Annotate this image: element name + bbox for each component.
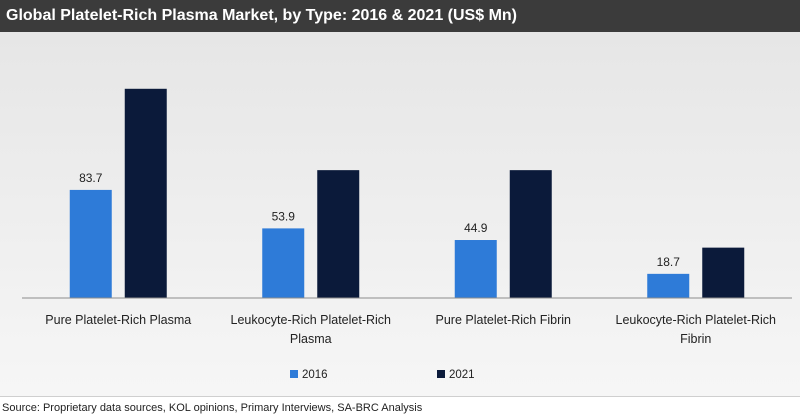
legend-swatch-2021 [437,370,445,378]
data-label-2016-3: 44.9 [464,221,488,235]
data-label-2016-2: 53.9 [272,209,296,223]
data-label-2016-1: 83.7 [79,171,103,185]
bar-2016-1 [69,189,112,298]
bar-2021-2 [317,170,360,298]
bar-2016-2 [262,228,305,298]
bar-2016-3 [454,240,497,298]
category-label-4: Fibrin [680,332,711,346]
legend-label-2016: 2016 [302,369,328,381]
bar-2021-3 [509,170,552,298]
source-note: Source: Proprietary data sources, KOL op… [0,396,800,419]
category-label-3: Pure Platelet-Rich Fibrin [436,313,572,327]
bar-chart: 83.7 Pure Platelet-Rich Plasma 53.9 Leukocy… [22,88,792,381]
data-label-2016-4: 18.7 [657,255,681,269]
bar-2021-1 [124,88,167,298]
bar-2021-4 [702,247,745,298]
category-label-2: Plasma [290,332,332,346]
bar-2016-4 [647,273,690,298]
legend-label-2021: 2021 [449,369,475,381]
chart-title: Global Platelet-Rich Plasma Market, by T… [0,0,800,32]
category-label-1: Pure Platelet-Rich Plasma [45,313,191,327]
chart-area: 83.7 Pure Platelet-Rich Plasma 53.9 Leukocy… [0,32,800,396]
category-label-2: Leukocyte-Rich Platelet-Rich [231,313,392,327]
category-label-4: Leukocyte-Rich Platelet-Rich [616,313,777,327]
legend-swatch-2016 [290,370,298,378]
